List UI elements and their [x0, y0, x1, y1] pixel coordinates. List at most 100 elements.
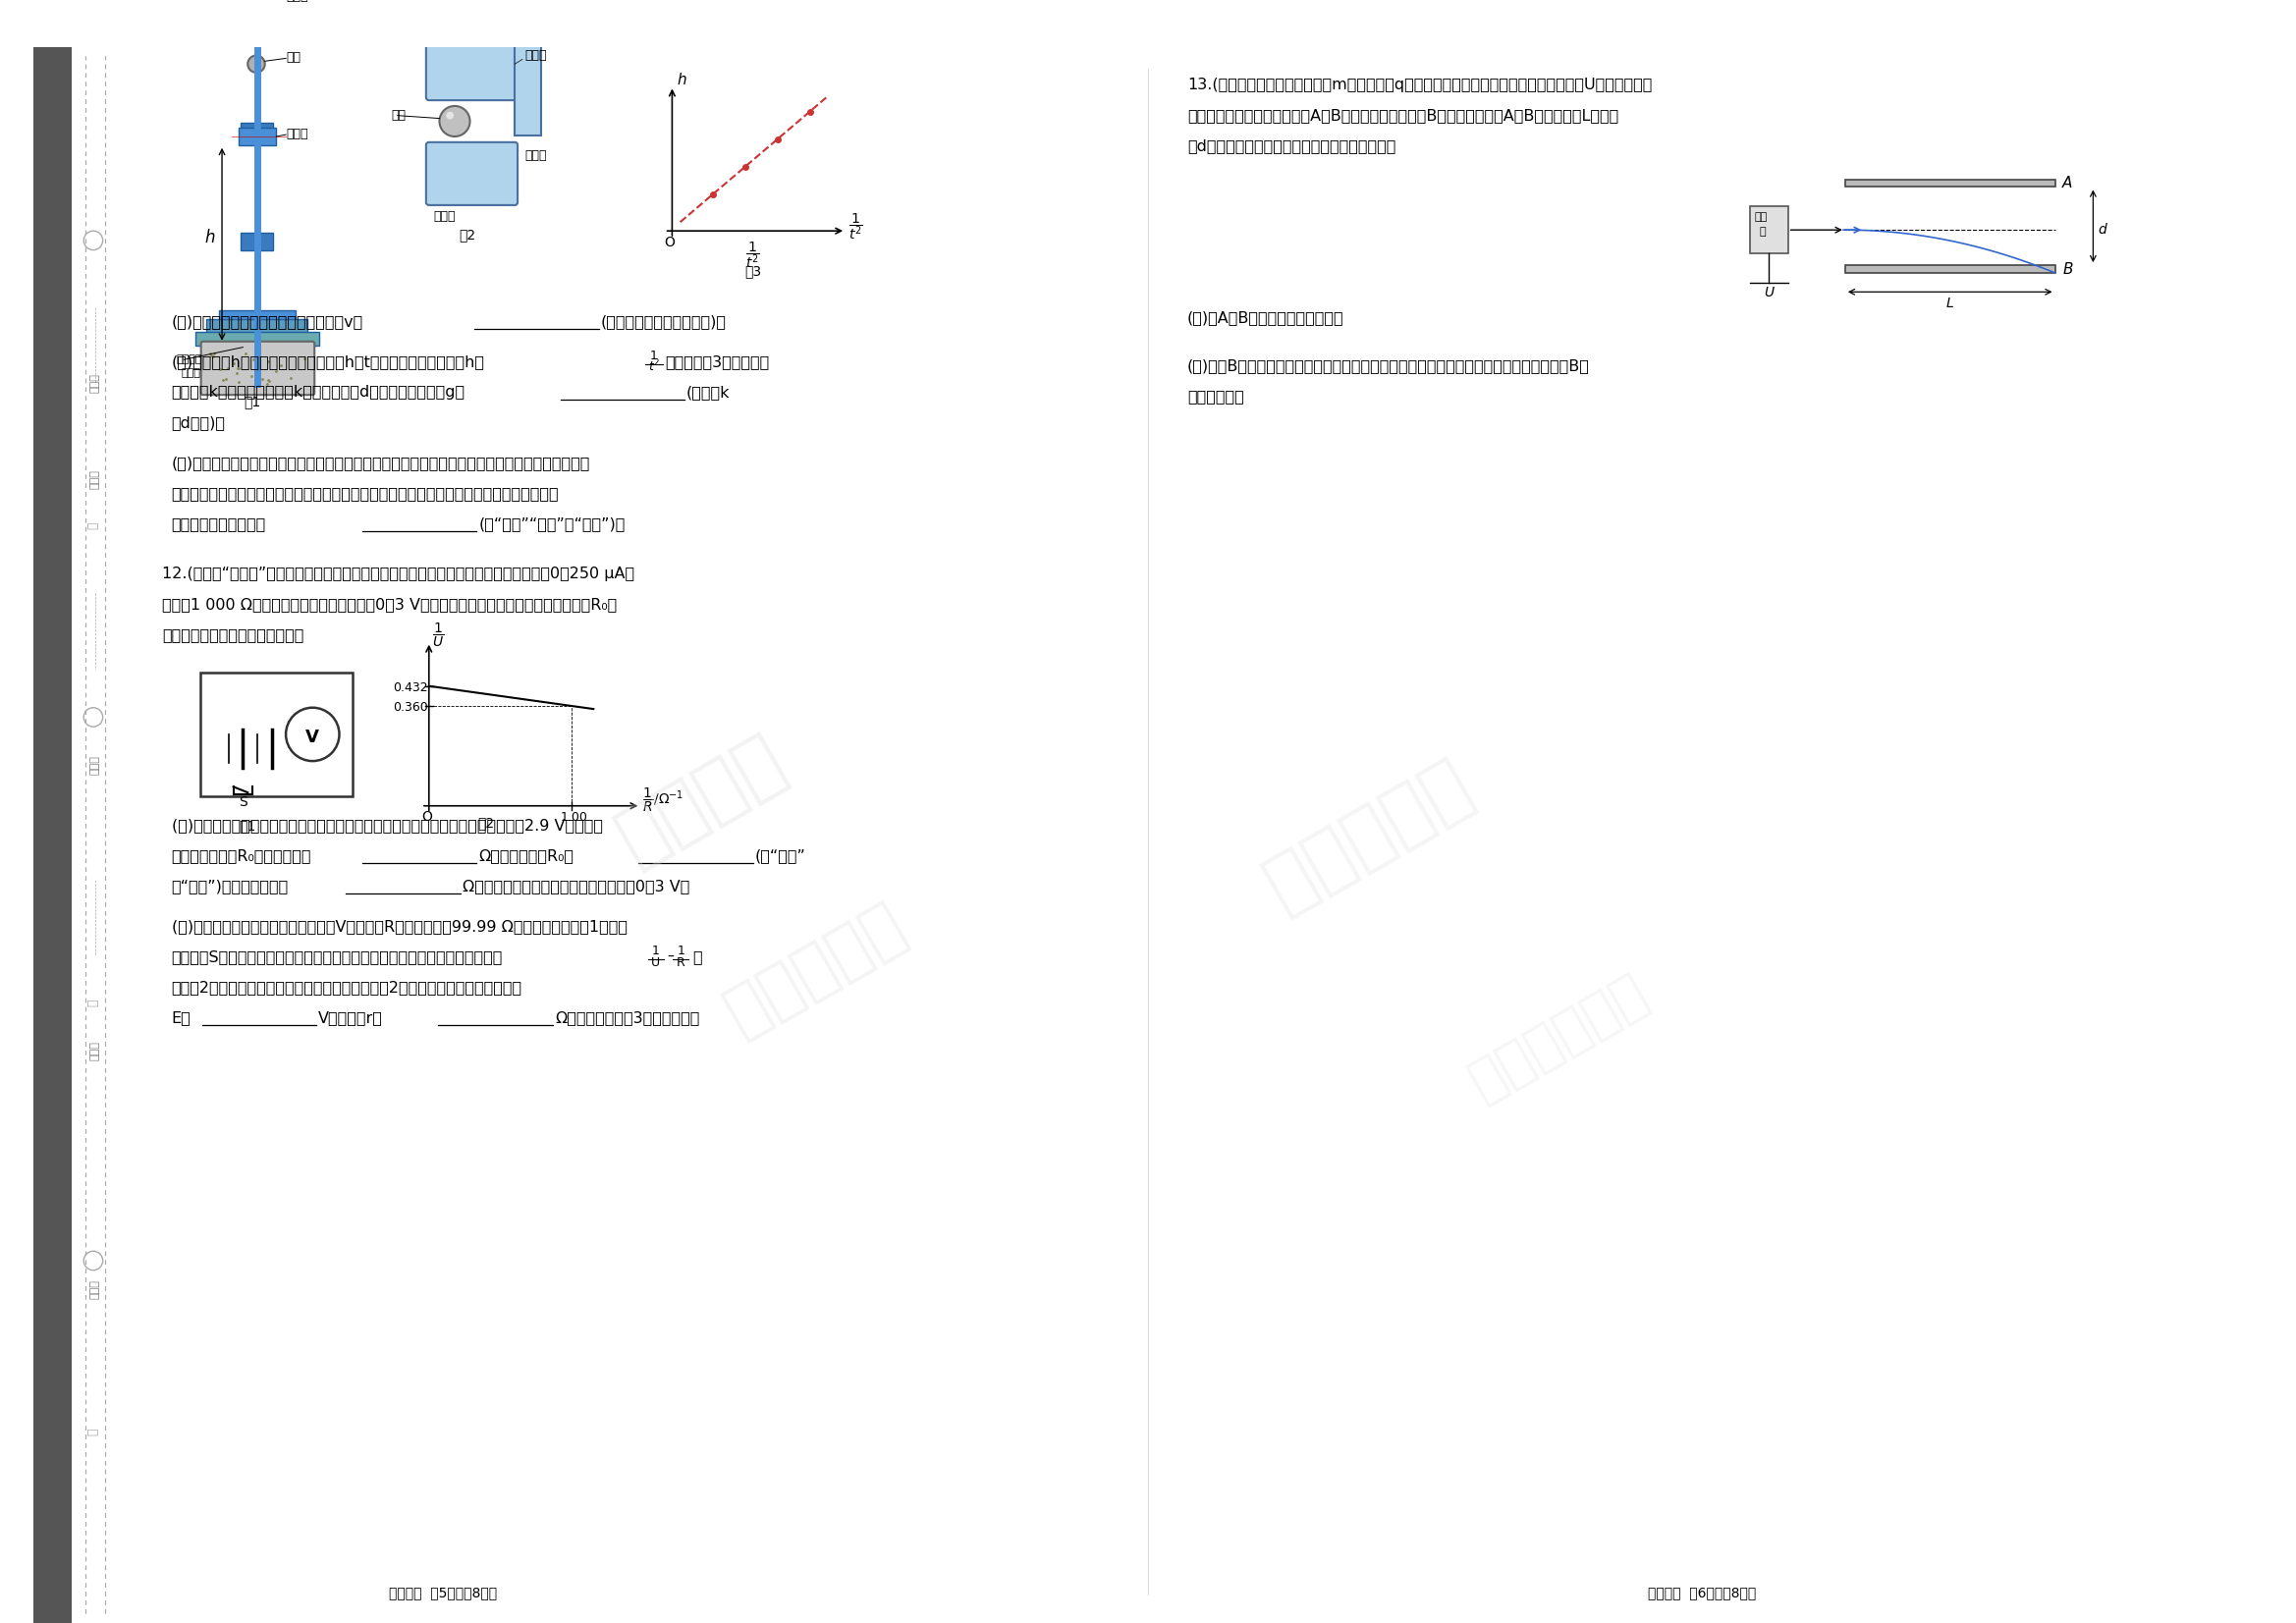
- Text: 图: 图: [691, 949, 703, 964]
- Text: B: B: [2062, 261, 2073, 276]
- Text: 致重力加速度的测量值: 致重力加速度的测量值: [172, 516, 266, 531]
- Text: 粒子: 粒子: [1754, 213, 1768, 222]
- Text: h: h: [677, 73, 687, 88]
- Text: 物理试题  第6页（兲8页）: 物理试题 第6页（兲8页）: [1649, 1586, 1756, 1599]
- Bar: [207, 320, 308, 334]
- Circle shape: [83, 708, 103, 727]
- FancyBboxPatch shape: [427, 143, 517, 204]
- Text: 经加速后从小孔沿平行金属板A、B的中线射入，并打到B板的中心。已知A、B两极板长为L，间距: 经加速后从小孔沿平行金属板A、B的中线射入，并打到B板的中心。已知A、B两极板长…: [1187, 109, 1619, 123]
- FancyBboxPatch shape: [202, 341, 315, 394]
- Text: 和d表示)。: 和d表示)。: [172, 415, 225, 430]
- Bar: [200, 672, 354, 797]
- Text: R: R: [677, 956, 684, 969]
- Text: 班级：: 班级：: [90, 755, 101, 774]
- Text: U: U: [1763, 286, 1775, 300]
- Text: 发射端: 发射端: [523, 49, 546, 62]
- Bar: [241, 123, 273, 140]
- Text: A: A: [2062, 175, 2073, 190]
- Text: 图3: 图3: [744, 265, 762, 278]
- Circle shape: [287, 708, 340, 761]
- Text: 的斜率为k。利用图像的斜率k和小球的直径d可算得重力加速度g＝: 的斜率为k。利用图像的斜率k和小球的直径d可算得重力加速度g＝: [172, 385, 466, 399]
- FancyBboxPatch shape: [427, 37, 517, 101]
- Text: (２)小组同学将校准之后的改装电压表V与电阻筱R（最大阻值为99.99 Ω），待测电源按图1连接，: (２)小组同学将校准之后的改装电压表V与电阻筱R（最大阻值为99.99 Ω），待…: [172, 919, 627, 933]
- Text: 偏，则定值电阻R₀的实际阻值为: 偏，则定值电阻R₀的实际阻值为: [172, 849, 312, 863]
- Bar: [239, 128, 276, 144]
- Text: 源: 源: [1759, 227, 1766, 237]
- Text: 图1: 图1: [239, 820, 257, 833]
- Text: E＝: E＝: [172, 1011, 191, 1026]
- Text: $\dfrac{1}{t^2}$: $\dfrac{1}{t^2}$: [850, 211, 863, 242]
- Text: h: h: [204, 229, 216, 247]
- Text: 0.432: 0.432: [393, 682, 427, 693]
- Text: 钔球: 钔球: [287, 52, 301, 65]
- Text: 学校：: 学校：: [90, 1279, 101, 1298]
- Text: 版权最新资料: 版权最新资料: [1460, 967, 1658, 1110]
- Circle shape: [248, 55, 264, 73]
- Text: 闭合开关S，调节电阻筱，记录多组电阻筱和改装电压表换算后的电压值对应的: 闭合开关S，调节电阻筱，记录多组电阻筱和改装电压表换算后的电压值对应的: [172, 949, 503, 964]
- Circle shape: [445, 112, 455, 120]
- Bar: [241, 28, 273, 45]
- Text: Ω，在定值电阻R₀旁: Ω，在定值电阻R₀旁: [478, 849, 574, 863]
- Text: (１)求A、B板间电场的场强大小；: (１)求A、B板间电场的场强大小；: [1187, 310, 1343, 325]
- Text: O: O: [420, 810, 432, 824]
- Bar: [1846, 180, 2055, 187]
- Text: (３)若某同学在安装器材时小球的释放点稍向左边偏移了一些，导致小球经过光电门时，虽然小球也: (３)若某同学在安装器材时小球的释放点稍向左边偏移了一些，导致小球经过光电门时，…: [172, 456, 590, 471]
- Text: $\dfrac{1}{U}$: $\dfrac{1}{U}$: [432, 622, 443, 649]
- Bar: [71, 47, 106, 1623]
- Text: d: d: [2099, 222, 2105, 237]
- Text: (２)仅将B板下移适当距离，其他条件不变，为使同种带电粒子原样射入且能射出电场，求B板: (２)仅将B板下移适当距离，其他条件不变，为使同种带电粒子原样射入且能射出电场，…: [1187, 359, 1589, 373]
- Text: 高考早知道: 高考早知道: [1254, 748, 1483, 923]
- Text: O: O: [664, 235, 675, 248]
- Text: 图2: 图2: [459, 227, 475, 242]
- Text: 13.(１１分）如图所示，质量为m、电荷量为q的带电粒子从粒子源无初速度地飘入电压为U的加速电场，: 13.(１１分）如图所示，质量为m、电荷量为q的带电粒子从粒子源无初速度地飘入电…: [1187, 78, 1653, 93]
- Text: 接收端: 接收端: [434, 209, 457, 222]
- Text: Ω的电阵即可使改装后的电压表量程变为0～3 V。: Ω的电阵即可使改装后的电压表量程变为0～3 V。: [461, 880, 689, 894]
- Text: 一一一: 一一一: [90, 469, 101, 489]
- Text: 像如图2所示，若不考虑电压表内阻的影响，结合图2可知这两节串联电池的电动势: 像如图2所示，若不考虑电压表内阻的影响，结合图2可知这两节串联电池的电动势: [172, 980, 521, 995]
- Text: 电磁铁: 电磁铁: [287, 0, 308, 3]
- Text: 为d，不计带电粒子的重力和粒子间的相互作用。: 为d，不计带电粒子的重力和粒子间的相互作用。: [1187, 140, 1396, 154]
- Text: –: –: [668, 951, 675, 964]
- Text: (１)钔球球心经过光电门时的速度大小为v＝: (１)钔球球心经过光电门时的速度大小为v＝: [172, 315, 363, 329]
- Text: U: U: [652, 956, 661, 969]
- Text: 1.00: 1.00: [560, 812, 588, 824]
- Text: (填“串联”: (填“串联”: [755, 849, 806, 863]
- Text: $\dfrac{1}{R}/\Omega^{-1}$: $\dfrac{1}{R}/\Omega^{-1}$: [643, 786, 684, 813]
- Text: S: S: [239, 795, 248, 808]
- Text: (２)多次改变h，该学习小组得到了多组h和t的实验数据，并画出了h－: (２)多次改变h，该学习小组得到了多组h和t的实验数据，并画出了h－: [172, 354, 484, 368]
- Bar: [32, 47, 71, 1623]
- Text: 的盒子: 的盒子: [181, 368, 200, 378]
- Text: (１)小组同学先把改装后的电压表与标准电压表并联进行校准。当标准电压表读数为2.9 V时表头满: (１)小组同学先把改装后的电压表与标准电压表并联进行校准。当标准电压表读数为2.…: [172, 818, 602, 833]
- Bar: [514, 41, 542, 136]
- Text: Ω。（结果均保由3位有效数字）: Ω。（结果均保由3位有效数字）: [556, 1011, 700, 1026]
- Text: $t^2$: $t^2$: [647, 357, 659, 373]
- Text: 图1: 图1: [243, 394, 262, 409]
- Circle shape: [83, 1251, 103, 1271]
- Text: 1: 1: [677, 945, 684, 958]
- Text: 第一时间教: 第一时间教: [714, 891, 916, 1045]
- Text: 姓名：: 姓名：: [90, 1040, 101, 1061]
- Bar: [195, 333, 319, 346]
- Bar: [1750, 206, 1789, 253]
- Text: 0.360: 0.360: [393, 701, 427, 714]
- FancyBboxPatch shape: [234, 0, 280, 32]
- Text: $\dfrac{1}{t^2}$: $\dfrac{1}{t^2}$: [746, 239, 760, 269]
- Text: 能過光，但光线无法对准球心。大家都没注意到这个问题，用这样的装置完成了实验，这会导: 能過光，但光线无法对准球心。大家都没注意到这个问题，用这样的装置完成了实验，这会…: [172, 485, 558, 502]
- Text: (用字毟k: (用字毟k: [687, 385, 730, 399]
- Text: V: V: [305, 729, 319, 747]
- Text: 线: 线: [87, 523, 99, 529]
- Circle shape: [439, 105, 471, 136]
- Text: 或“并联”)一个阻值大小为: 或“并联”)一个阻值大小为: [172, 880, 289, 894]
- Text: 图2: 图2: [478, 816, 494, 829]
- Text: 订: 订: [87, 1428, 99, 1435]
- Text: 光电门: 光电门: [523, 149, 546, 162]
- Text: 物理试题  第5页（兲8页）: 物理试题 第5页（兲8页）: [388, 1586, 498, 1599]
- Text: 线: 线: [87, 998, 99, 1006]
- Bar: [1846, 265, 2055, 273]
- Bar: [218, 310, 296, 321]
- Text: 12.(９分）“伽利略”学习小组想测定两节串联干电池的电动势和内阻，他们手头一量程为0～250 μA、: 12.(９分）“伽利略”学习小组想测定两节串联干电池的电动势和内阻，他们手头一量…: [163, 566, 634, 581]
- Text: 内阻为1 000 Ω的表头，首先把表头表盘改为0～3 V的电压表。小组同学经过计算得一固定值R₀的: 内阻为1 000 Ω的表头，首先把表头表盘改为0～3 V的电压表。小组同学经过计…: [163, 597, 618, 612]
- Text: 钔球: 钔球: [390, 109, 406, 122]
- Text: (填“偏小”“偏大”或“不变”)。: (填“偏小”“偏大”或“不变”)。: [478, 516, 625, 531]
- Text: 光电门: 光电门: [287, 128, 308, 141]
